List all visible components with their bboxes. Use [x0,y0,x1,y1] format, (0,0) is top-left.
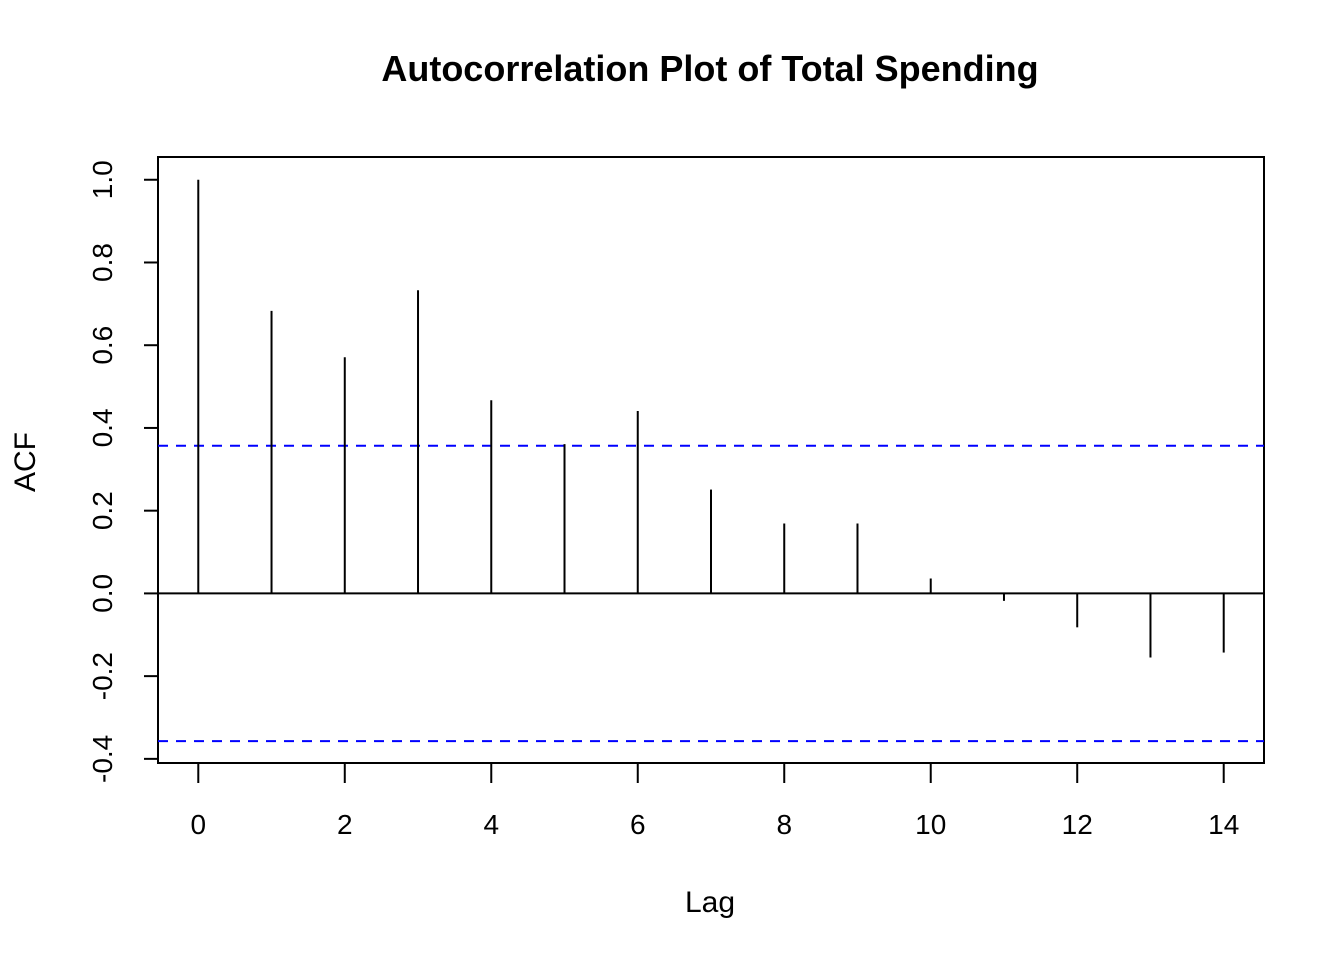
x-axis-label: Lag [685,886,735,919]
x-tick-label: 10 [915,809,946,840]
x-tick-label: 2 [337,809,353,840]
x-tick-label: 14 [1208,809,1239,840]
y-tick-label: 1.0 [87,160,118,199]
plot-frame [157,156,1265,764]
x-tick-label: 6 [630,809,646,840]
y-axis: -0.4 -0.2 0.0 0.2 0.4 0.6 0.8 1.0 [87,160,158,783]
y-tick-label: 0.6 [87,326,118,365]
y-tick-label: -0.2 [87,652,118,700]
x-tick-label: 8 [776,809,792,840]
y-axis-label: ACF [9,432,42,492]
y-tick-label: 0.2 [87,491,118,530]
acf-spikes [158,179,1264,658]
x-axis: 0 2 4 6 8 10 12 14 [190,763,1239,840]
x-tick-label: 4 [483,809,499,840]
y-tick-label: 0.0 [87,574,118,613]
x-tick-label: 0 [190,809,206,840]
y-tick-label: -0.4 [87,735,118,783]
x-tick-label: 12 [1062,809,1093,840]
chart-title: Autocorrelation Plot of Total Spending [381,48,1038,89]
confidence-bands [158,444,1264,743]
y-tick-label: 0.4 [87,408,118,447]
y-tick-label: 0.8 [87,243,118,282]
